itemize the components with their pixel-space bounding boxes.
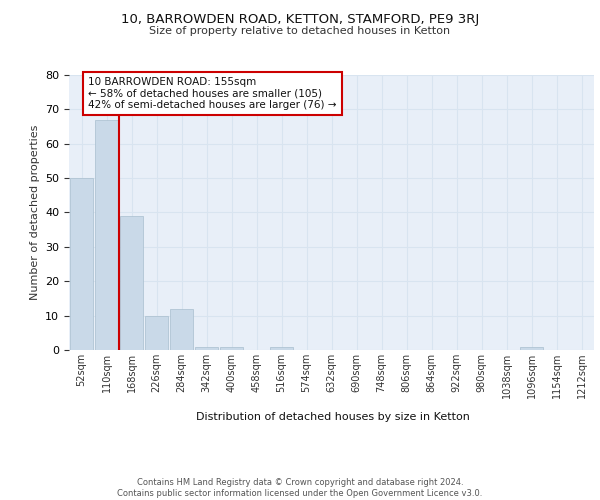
Bar [70, 178, 93, 350]
Text: Size of property relative to detached houses in Ketton: Size of property relative to detached ho… [149, 26, 451, 36]
Y-axis label: Number of detached properties: Number of detached properties [29, 125, 40, 300]
Bar [145, 316, 168, 350]
Bar [520, 346, 543, 350]
Bar [95, 120, 118, 350]
Text: Contains HM Land Registry data © Crown copyright and database right 2024.
Contai: Contains HM Land Registry data © Crown c… [118, 478, 482, 498]
Bar [120, 216, 143, 350]
Text: 10 BARROWDEN ROAD: 155sqm
← 58% of detached houses are smaller (105)
42% of semi: 10 BARROWDEN ROAD: 155sqm ← 58% of detac… [89, 76, 337, 110]
Bar [270, 346, 293, 350]
Text: Distribution of detached houses by size in Ketton: Distribution of detached houses by size … [196, 412, 470, 422]
Bar [170, 308, 193, 350]
Text: 10, BARROWDEN ROAD, KETTON, STAMFORD, PE9 3RJ: 10, BARROWDEN ROAD, KETTON, STAMFORD, PE… [121, 12, 479, 26]
Bar [220, 346, 243, 350]
Bar [195, 346, 218, 350]
